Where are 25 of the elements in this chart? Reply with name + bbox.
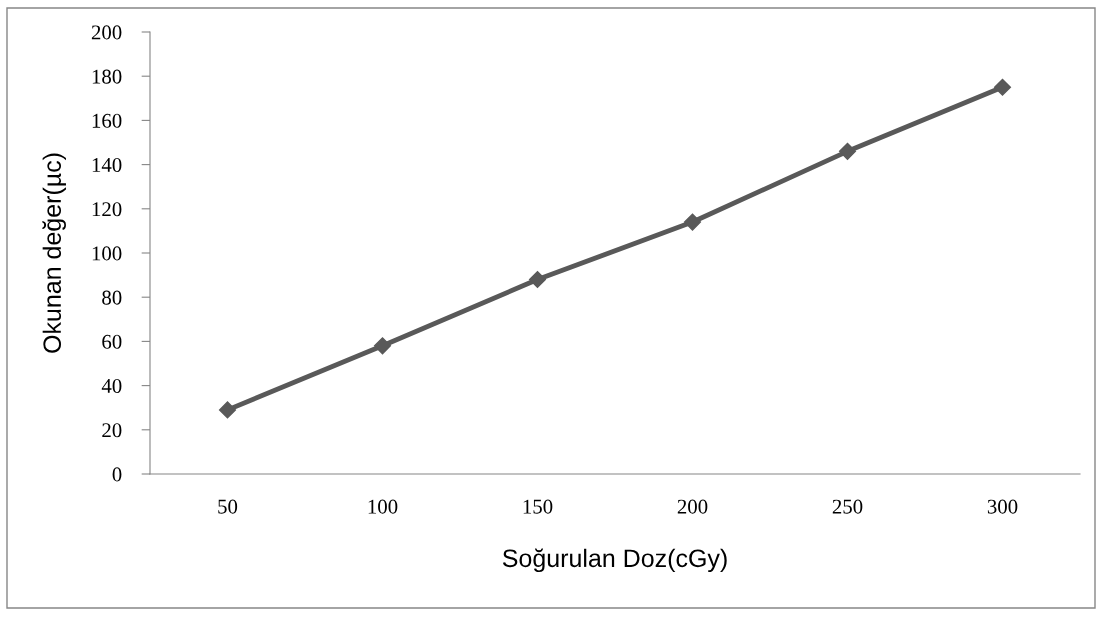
- x-tick-label: 250: [832, 499, 863, 514]
- x-tick-label: 300: [987, 499, 1018, 514]
- y-tick-label: 0: [112, 467, 122, 482]
- x-tick-label: 150: [523, 499, 553, 514]
- y-tick-label: 100: [92, 246, 122, 261]
- point: [993, 78, 1012, 96]
- point: [218, 401, 237, 419]
- y-tick-label: 120: [92, 202, 122, 217]
- x-axis-title: Soğurulan Doz(cGy): [502, 548, 727, 573]
- y-tick-label: 140: [92, 157, 122, 173]
- y-tick-label: 180: [92, 69, 122, 84]
- y-tick-label: 80: [102, 290, 122, 305]
- x-tick-label: 100: [368, 499, 398, 514]
- y-tick-label: 200: [91, 25, 122, 40]
- y-tick-label: 160: [92, 113, 122, 128]
- y-tick-label: 60: [102, 334, 122, 349]
- y-tick-label: 20: [102, 423, 122, 438]
- point: [838, 142, 857, 160]
- point: [528, 270, 547, 289]
- y-axis-title: Okunan değer(µc): [42, 153, 66, 353]
- x-tick-label: 200: [677, 499, 708, 514]
- point: [373, 337, 392, 355]
- point: [683, 213, 702, 231]
- x-tick-label: 50: [218, 499, 238, 514]
- y-tick-label: 40: [101, 378, 122, 394]
